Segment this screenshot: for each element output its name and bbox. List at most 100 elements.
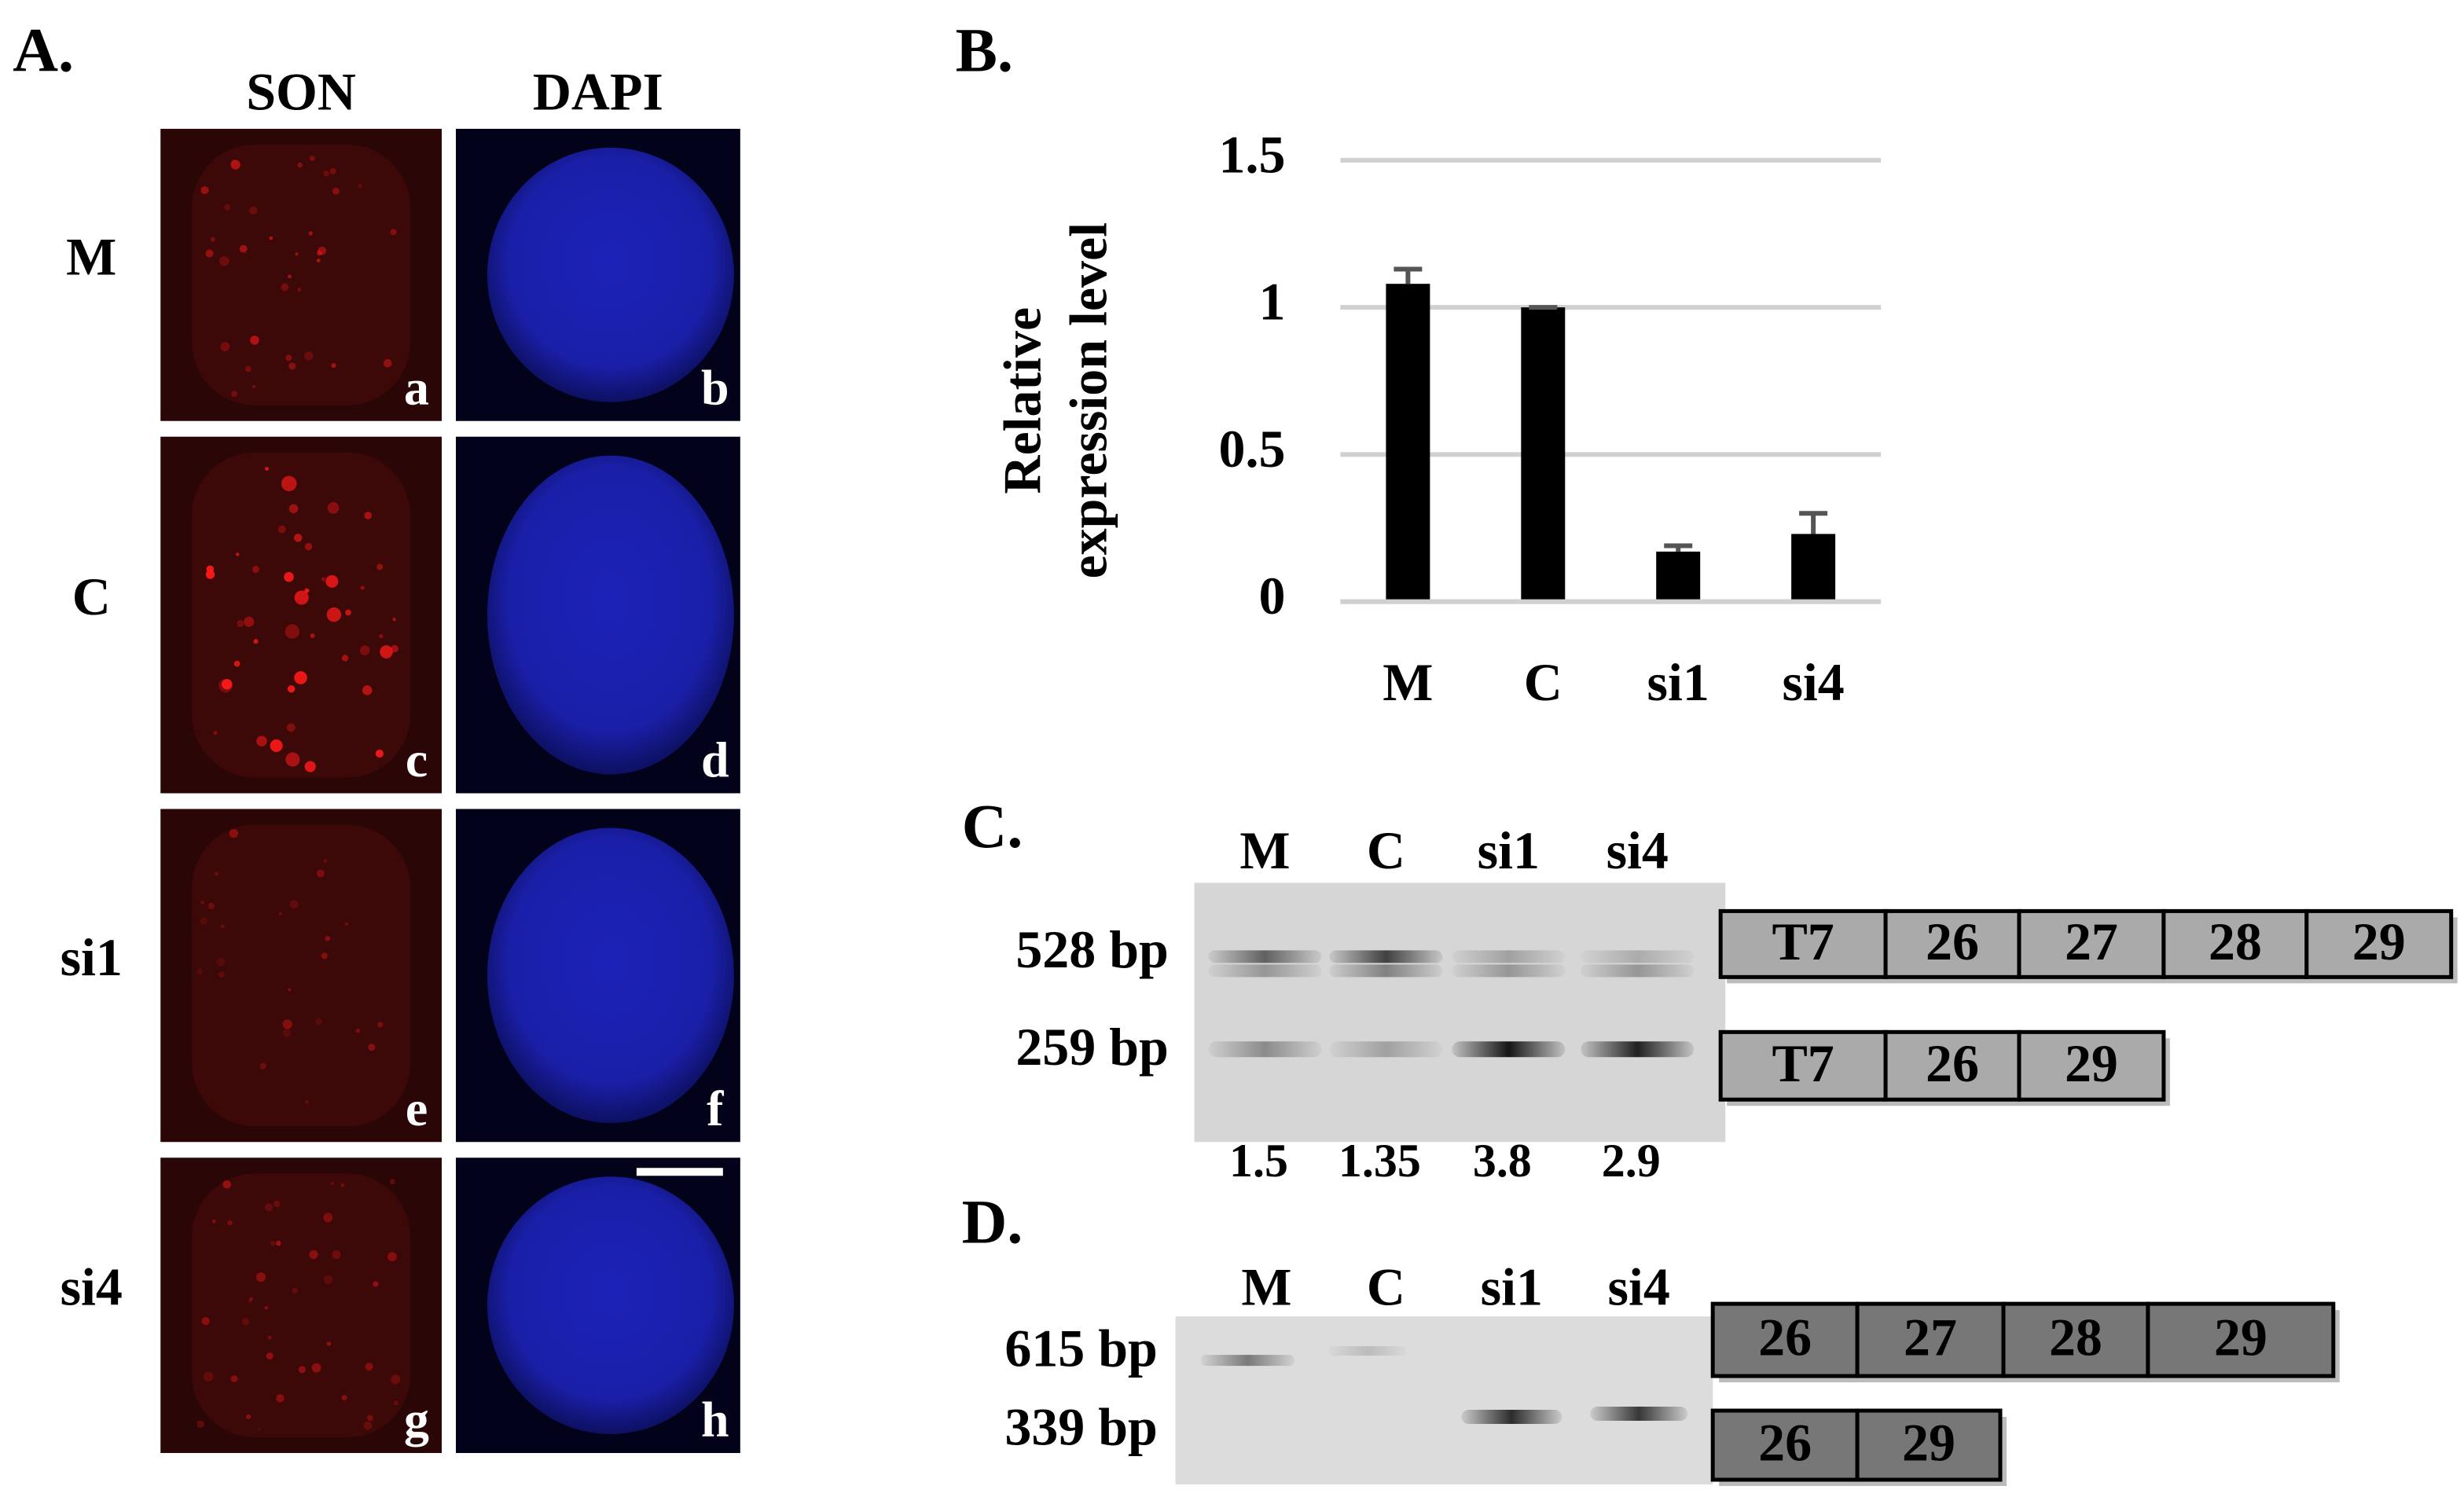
exon-box [2161, 908, 2309, 979]
son-speckle [214, 871, 218, 876]
son-speckle [232, 160, 237, 163]
error-bar [1394, 266, 1423, 284]
son-speckle [284, 571, 294, 582]
son-speckle [323, 1275, 333, 1285]
son-speckle [196, 968, 204, 975]
son-speckle [323, 859, 328, 864]
exon-box [1710, 1408, 1860, 1482]
image-letter: d [701, 732, 729, 787]
son-speckle [231, 391, 238, 398]
son-speckle [391, 644, 398, 653]
panel-label: B. [956, 16, 1013, 85]
son-speckle [222, 679, 233, 690]
y-tick-label: 1 [1258, 272, 1285, 332]
row-label: C [72, 567, 111, 626]
son-speckle [266, 1352, 274, 1359]
son-speckle [288, 362, 296, 370]
son-speckle [297, 288, 302, 292]
son-speckle [219, 256, 230, 266]
band-size-label: 339 bp [1004, 1397, 1158, 1457]
lane-label: si4 [1607, 820, 1669, 880]
panel-label: D. [962, 1188, 1023, 1257]
son-speckle [196, 1420, 204, 1428]
son-speckle [355, 1028, 361, 1033]
son-speckle [364, 512, 373, 519]
exon-label: 29 [2352, 912, 2406, 971]
son-speckle [227, 1220, 233, 1226]
exon-label: T7 [1772, 1033, 1834, 1093]
son-speckle [358, 183, 362, 189]
son-speckle [310, 633, 315, 639]
son-speckle [264, 1306, 269, 1310]
exon-box [1718, 1029, 1888, 1102]
son-speckle [230, 1375, 238, 1383]
son-speckle [329, 167, 336, 174]
son-speckle [236, 552, 240, 556]
son-speckle [200, 185, 209, 195]
image-letter: b [701, 359, 729, 415]
son-speckle [255, 1272, 266, 1282]
y-axis-label-line: expression level [1058, 222, 1118, 579]
son-speckle [321, 577, 326, 582]
panel-label: A. [13, 16, 74, 85]
gel-band [1208, 950, 1322, 963]
son-speckle [249, 1297, 253, 1301]
row-label: si1 [61, 927, 123, 987]
son-speckle [288, 274, 292, 279]
son-speckle [267, 1335, 272, 1340]
son-speckle [237, 619, 244, 628]
gel-band [1208, 964, 1322, 978]
son-speckle [293, 534, 303, 542]
gel-band [1208, 1041, 1322, 1058]
son-speckle [276, 1394, 285, 1403]
lane-label: M [1239, 820, 1290, 880]
son-speckle [368, 1044, 376, 1051]
son-speckle [309, 1249, 318, 1260]
exon-label: 26 [1926, 1033, 1979, 1093]
son-speckle [289, 900, 299, 909]
gel-band [1200, 1355, 1295, 1367]
gel-band [1590, 1407, 1688, 1422]
image-letter: e [406, 1081, 428, 1136]
son-speckle [287, 684, 296, 693]
lane-label: C [1367, 1257, 1405, 1317]
exon-box [2304, 908, 2454, 979]
gel [1175, 1316, 1713, 1485]
son-speckle [392, 617, 396, 622]
row-label: M [66, 226, 116, 286]
son-speckle [269, 236, 274, 240]
son-speckle [359, 645, 370, 655]
son-speckle [270, 739, 283, 752]
son-speckle [387, 1252, 397, 1261]
gel-band [1329, 964, 1443, 978]
son-speckle [273, 1200, 281, 1208]
son-speckle [311, 1363, 321, 1373]
son-glow [192, 452, 411, 778]
son-speckle [281, 475, 297, 492]
band-size-label: 615 bp [1004, 1319, 1158, 1378]
son-speckle [292, 1287, 298, 1294]
son-speckle [278, 912, 282, 915]
son-speckle [201, 1317, 210, 1326]
son-speckle [230, 160, 241, 170]
son-speckle [341, 655, 349, 662]
band-ratio: 1.5 [1229, 1135, 1288, 1187]
son-speckle [383, 358, 392, 368]
son-speckle [375, 749, 384, 758]
son-speckle [244, 365, 252, 372]
son-speckle [216, 958, 226, 967]
son-speckle [288, 988, 292, 992]
son-speckle [220, 924, 225, 929]
son-speckle [213, 730, 218, 736]
x-tick-label: C [1524, 652, 1562, 712]
gel-band [1452, 950, 1566, 963]
x-tick-label: M [1383, 652, 1433, 712]
y-tick-label: 0.5 [1219, 419, 1286, 479]
son-speckle [229, 828, 238, 838]
lane-label: si1 [1478, 820, 1540, 880]
son-speckle [326, 1341, 332, 1346]
son-speckle [250, 336, 259, 345]
son-speckle [205, 249, 214, 258]
son-speckle [309, 155, 315, 161]
